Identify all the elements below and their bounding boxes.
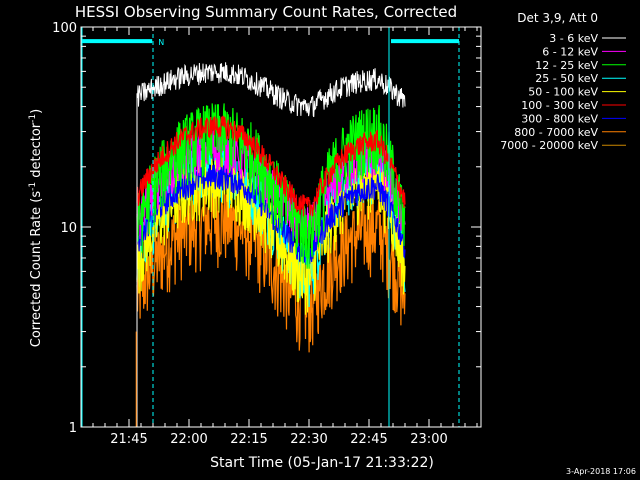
- legend-entry-label: 7000 - 20000 keV: [500, 139, 598, 152]
- legend-entry-label: 50 - 100 keV: [528, 86, 598, 99]
- x-tick-label: 22:15: [230, 432, 267, 447]
- night-marker-label: N: [158, 38, 164, 47]
- y-axis-label-end: ): [29, 109, 44, 114]
- y-axis-label-mid: detector: [29, 122, 44, 182]
- x-tick-label: 21:45: [110, 432, 147, 447]
- legend-entry-label: 3 - 6 keV: [549, 32, 598, 45]
- legend-entry-label: 25 - 50 keV: [535, 72, 598, 85]
- series-layer: [135, 62, 406, 427]
- legend-entry-label: 12 - 25 keV: [535, 59, 598, 72]
- marker-layer: N: [81, 27, 460, 427]
- legend-header: Det 3,9, Att 0: [517, 11, 598, 25]
- legend-entry-label: 300 - 800 keV: [521, 112, 598, 125]
- x-tick-label: 22:45: [350, 432, 387, 447]
- x-tick-label: 23:00: [410, 432, 447, 447]
- y-tick-label: 10: [60, 221, 77, 236]
- y-tick-label: 100: [52, 21, 77, 36]
- x-axis-label: Start Time (05-Jan-17 21:33:22): [210, 455, 434, 471]
- x-tick-label: 22:30: [290, 432, 327, 447]
- x-tick-label: 22:00: [170, 432, 207, 447]
- y-axis-label-sup2: -1: [28, 114, 38, 123]
- series-line: [136, 62, 406, 118]
- legend-entry-label: 800 - 7000 keV: [514, 126, 598, 139]
- legend-entry-label: 6 - 12 keV: [542, 45, 598, 58]
- footer-timestamp: 3-Apr-2018 17:06: [566, 467, 636, 476]
- y-axis-label-sup1: -1: [28, 182, 38, 191]
- series-line: [136, 115, 406, 217]
- series-line: [136, 164, 406, 264]
- chart-title: HESSI Observing Summary Count Rates, Cor…: [75, 3, 457, 21]
- ticks-layer: 21:45 22:00 22:15 22:30 22:45 23:00 100 10 1: [52, 21, 481, 447]
- legend-entry-label: 100 - 300 keV: [521, 99, 598, 112]
- y-axis-label: Corrected Count Rate (s-1 detector-1): [28, 109, 44, 347]
- y-axis-label-main: Corrected Count Rate (s: [29, 191, 44, 348]
- y-tick-label: 1: [69, 421, 77, 436]
